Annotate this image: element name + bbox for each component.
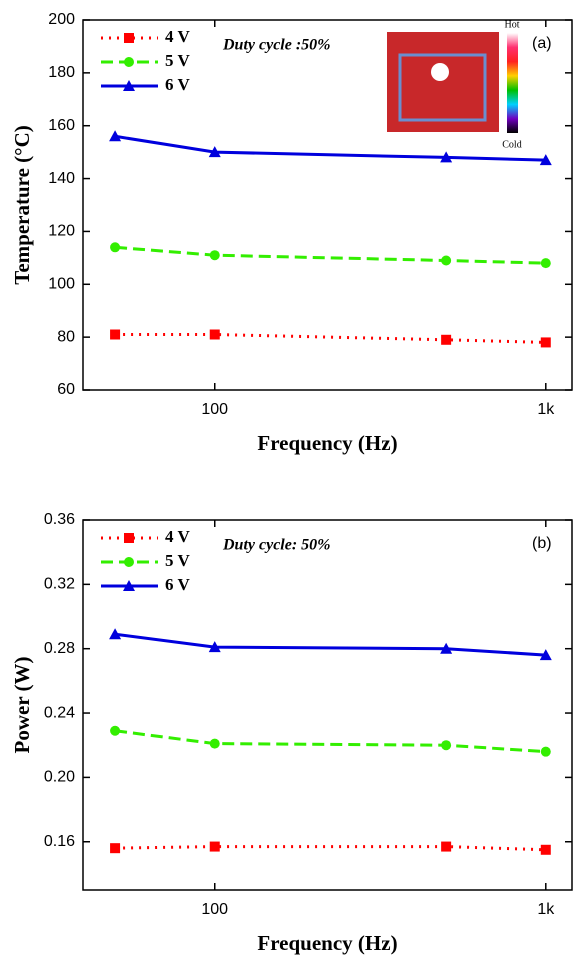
x-axis-title: Frequency (Hz) [257, 931, 397, 955]
marker [209, 329, 220, 340]
inset-image [387, 32, 499, 132]
marker [540, 337, 551, 348]
y-tick-label: 0.20 [44, 769, 75, 786]
series-line [115, 333, 546, 344]
marker [440, 642, 453, 654]
marker [540, 258, 551, 269]
marker [540, 844, 551, 855]
x-axis-title: Frequency (Hz) [257, 431, 397, 455]
marker [441, 740, 452, 751]
inset-label: Cold [502, 139, 521, 150]
plot-frame [82, 519, 573, 891]
panel-label: (b) [532, 535, 552, 552]
marker [110, 725, 121, 736]
y-tick-label: 0.24 [44, 704, 75, 721]
x-tick-label: 100 [201, 901, 228, 918]
marker [440, 151, 453, 163]
marker [110, 843, 121, 854]
legend-marker [124, 57, 134, 67]
marker [109, 628, 122, 640]
marker [539, 154, 552, 166]
legend-label: 5 V [165, 51, 190, 70]
marker [209, 738, 220, 749]
series-line [114, 134, 546, 162]
y-tick-label: 200 [48, 11, 75, 28]
legend-marker [123, 80, 135, 91]
legend-marker [124, 533, 134, 543]
y-axis-title: Temperature (°C) [10, 125, 34, 284]
y-tick-label: 120 [48, 223, 75, 240]
x-tick-label: 1k [537, 901, 555, 918]
marker [441, 334, 452, 345]
series-line [114, 245, 546, 265]
marker [110, 242, 121, 253]
y-tick-label: 160 [48, 117, 75, 134]
legend-label: 4 V [165, 527, 190, 546]
legend-marker [123, 580, 135, 591]
colorbar [507, 33, 518, 133]
inset-heater [398, 53, 487, 122]
marker [208, 641, 221, 653]
annotation: Duty cycle: 50% [222, 537, 331, 554]
annotation: Duty cycle :50% [222, 37, 331, 54]
legend-label: 4 V [165, 27, 190, 46]
y-tick-label: 80 [57, 328, 75, 345]
series-line [115, 845, 546, 852]
marker [208, 146, 221, 158]
marker [109, 130, 122, 142]
legend-label: 5 V [165, 551, 190, 570]
y-tick-label: 0.16 [44, 833, 75, 850]
marker [441, 841, 452, 852]
x-tick-label: 100 [201, 401, 228, 418]
x-tick-label: 1k [537, 401, 555, 418]
series-line [114, 729, 546, 754]
y-tick-label: 0.32 [44, 576, 75, 593]
marker [209, 841, 220, 852]
marker [540, 746, 551, 757]
y-tick-label: 140 [48, 170, 75, 187]
marker [209, 250, 220, 261]
y-tick-label: 100 [48, 276, 75, 293]
panel-label: (a) [532, 35, 552, 52]
legend-marker [124, 557, 134, 567]
legend-marker [124, 33, 134, 43]
plot-frame [82, 19, 573, 391]
y-tick-label: 0.28 [44, 640, 75, 657]
y-tick-label: 0.36 [44, 511, 75, 528]
legend-label: 6 V [165, 575, 190, 594]
y-tick-label: 60 [57, 381, 75, 398]
inset-label: Hot [505, 19, 520, 30]
marker [539, 649, 552, 661]
series-line [114, 632, 546, 657]
marker [110, 329, 121, 340]
marker [441, 255, 452, 266]
inset-hotspot [431, 63, 449, 81]
y-axis-title: Power (W) [10, 657, 34, 754]
y-tick-label: 180 [48, 64, 75, 81]
legend-label: 6 V [165, 75, 190, 94]
